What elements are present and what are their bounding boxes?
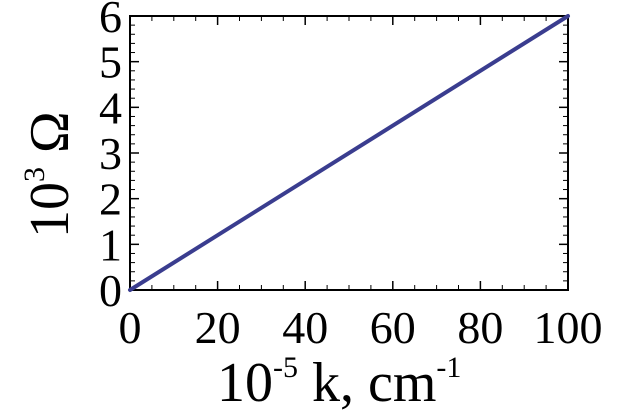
y-axis-label-text: Ω [19,111,81,167]
y-tick-label-4: 4 [99,82,122,133]
y-tick-label-3: 3 [99,128,122,179]
x-tick-label-2: 40 [282,302,328,353]
x-axis-label-text: k, cm [298,352,436,414]
x-axis-label-exponent: -5 [273,351,298,384]
y-tick-label-0: 0 [99,265,122,316]
y-tick-label-1: 1 [99,219,122,270]
x-tick-label-4: 80 [457,302,503,353]
y-axis-label: 103 Ω [18,111,81,238]
x-axis-label-base: 10 [217,352,273,414]
series-layer [130,16,568,290]
x-tick-label-5: 100 [534,302,603,353]
x-tick-label-3: 60 [370,302,416,353]
y-axis-label-exponent: 3 [18,167,51,182]
x-axis-label: 10-5 k, cm-1 [217,351,461,414]
x-axis-label-unit-exponent: -1 [436,351,461,384]
y-tick-label-6: 6 [99,0,122,42]
series-line-0 [130,16,568,290]
y-tick-label-5: 5 [99,37,122,88]
y-axis-label-base: 10 [19,182,81,238]
y-tick-label-2: 2 [99,174,122,225]
x-tick-label-1: 20 [195,302,241,353]
